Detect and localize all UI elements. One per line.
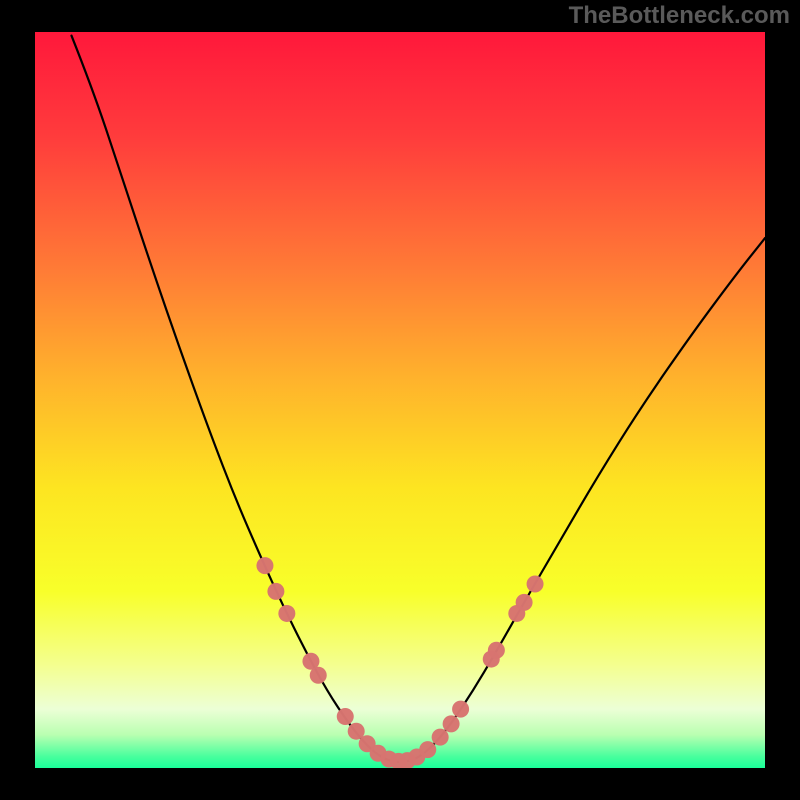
data-marker xyxy=(337,708,354,725)
data-marker xyxy=(488,642,505,659)
watermark-label: TheBottleneck.com xyxy=(569,2,790,30)
data-marker xyxy=(256,557,273,574)
data-marker xyxy=(278,605,295,622)
data-marker xyxy=(267,583,284,600)
plot-area xyxy=(35,32,765,768)
data-marker xyxy=(516,594,533,611)
data-marker xyxy=(527,576,544,593)
data-marker xyxy=(432,729,449,746)
chart-stage: TheBottleneck.com xyxy=(0,0,800,800)
data-marker xyxy=(452,701,469,718)
data-marker xyxy=(310,667,327,684)
data-marker xyxy=(443,715,460,732)
gradient-background xyxy=(35,32,765,768)
chart-svg xyxy=(35,32,765,768)
data-marker xyxy=(419,741,436,758)
